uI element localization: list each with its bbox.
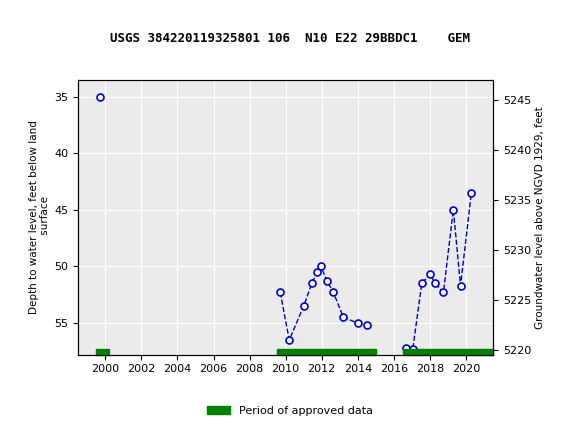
Legend: Period of approved data: Period of approved data [203,401,377,420]
Text: USGS 384220119325801 106  N10 E22 29BBDC1    GEM: USGS 384220119325801 106 N10 E22 29BBDC1… [110,32,470,45]
Y-axis label: Groundwater level above NGVD 1929, feet: Groundwater level above NGVD 1929, feet [535,106,545,329]
Text: ≋USGS: ≋USGS [3,11,79,30]
Y-axis label: Depth to water level, feet below land
 surface: Depth to water level, feet below land su… [28,120,50,314]
